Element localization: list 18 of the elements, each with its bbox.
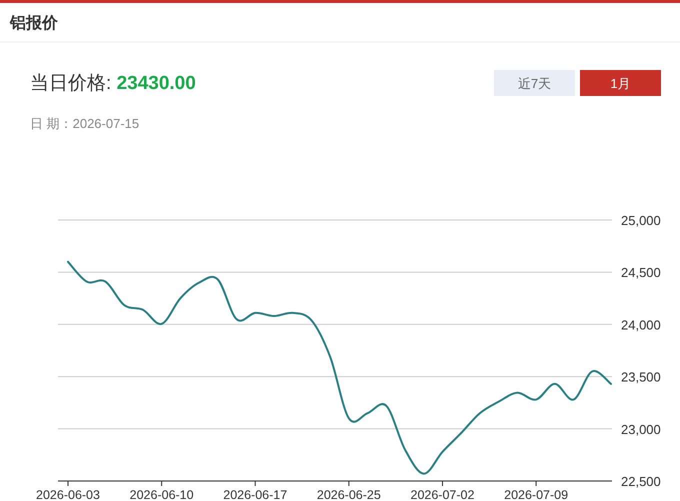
y-tick-label: 25,000 xyxy=(621,213,661,228)
y-tick-label: 22,500 xyxy=(621,474,661,489)
x-tick-label: 2026-06-10 xyxy=(130,488,194,501)
x-tick-label: 2026-06-25 xyxy=(316,488,381,501)
y-tick-label: 23,500 xyxy=(621,370,661,385)
y-tick-label: 24,000 xyxy=(621,317,661,332)
text: 近7天 xyxy=(518,76,552,91)
line-series xyxy=(67,260,612,475)
text: 日 期：2026-07-15 xyxy=(30,116,140,131)
chart-subtitle: 当日价格: 23430.00 xyxy=(30,73,196,94)
x-tick-label: 2026-06-03 xyxy=(36,488,100,501)
chart-title: 铝报价 xyxy=(9,14,59,32)
y-tick-label: 23,000 xyxy=(621,422,661,437)
y-tick-label: 24,500 xyxy=(621,265,661,280)
text: 1月 xyxy=(610,76,631,91)
x-tick-label: 2026-07-09 xyxy=(504,488,568,501)
x-tick-label: 2026-07-02 xyxy=(410,488,474,501)
x-tick-label: 2026-06-17 xyxy=(223,488,288,501)
